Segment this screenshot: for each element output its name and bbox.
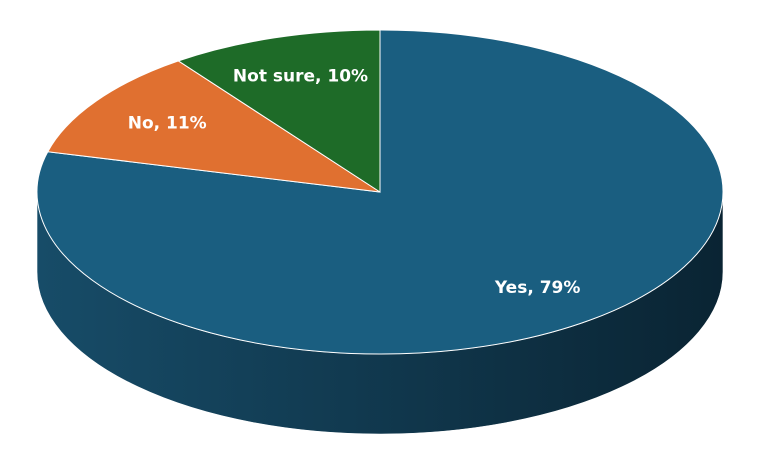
pie-slice [177,29,381,193]
data-label: No, 11% [128,114,207,134]
data-label: Yes, 79% [494,278,580,298]
pie-slice [46,60,381,193]
data-label: Not sure, 10% [233,66,368,86]
